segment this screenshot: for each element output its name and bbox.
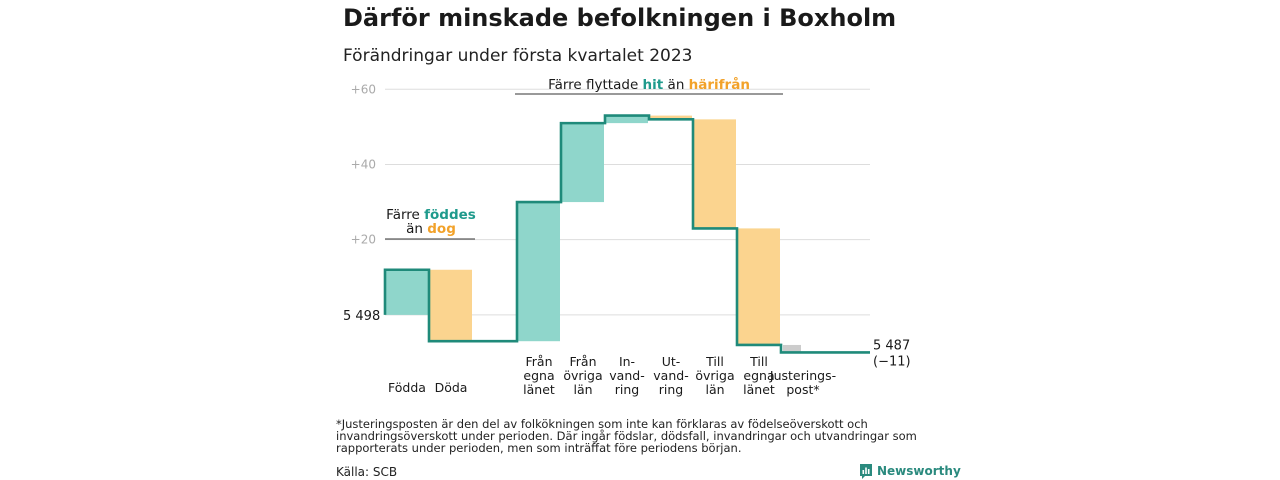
category-label: In- bbox=[619, 354, 635, 369]
chart-title: Därför minskade befolkningen i Boxholm bbox=[343, 4, 897, 32]
chart-subtitle: Förändringar under första kvartalet 2023 bbox=[343, 46, 693, 66]
category-label: Födda bbox=[388, 380, 426, 395]
category-label: egna bbox=[523, 368, 554, 383]
y-tick-label: +20 bbox=[351, 233, 376, 247]
waterfall-bar bbox=[783, 344, 801, 353]
category-label: övriga bbox=[695, 368, 734, 383]
footnote: *Justeringsposten är den del av folkökni… bbox=[336, 417, 917, 455]
waterfall-bar bbox=[606, 115, 648, 124]
bar-chart-icon bbox=[860, 464, 872, 479]
category-label: län bbox=[705, 382, 724, 397]
waterfall-bar bbox=[518, 202, 560, 342]
y-tick-label: +40 bbox=[351, 157, 376, 171]
end-change-label: (−11) bbox=[873, 354, 911, 369]
waterfall-bar bbox=[430, 269, 472, 342]
category-label: vand- bbox=[609, 368, 644, 383]
category-label: län bbox=[573, 382, 592, 397]
category-label: egna bbox=[743, 368, 774, 383]
category-label: post* bbox=[786, 382, 819, 397]
annotation-text: än dog bbox=[406, 221, 456, 237]
category-label: Ut- bbox=[662, 354, 681, 369]
category-label: Från bbox=[569, 354, 596, 369]
annotation-text: Färre föddes bbox=[386, 207, 476, 223]
brand-name: Newsworthy bbox=[877, 464, 961, 478]
category-label: Från bbox=[525, 354, 552, 369]
category-label: ring bbox=[659, 382, 683, 397]
waterfall-bar bbox=[386, 269, 428, 315]
waterfall-bar bbox=[694, 119, 736, 229]
end-value-label: 5 487 bbox=[873, 338, 910, 353]
category-label: vand- bbox=[653, 368, 688, 383]
category-label: Döda bbox=[435, 380, 468, 395]
category-label: ring bbox=[615, 382, 639, 397]
brand-logo: Newsworthy bbox=[859, 463, 961, 479]
start-value-label: 5 498 bbox=[343, 309, 380, 324]
y-tick-label: +60 bbox=[351, 82, 376, 96]
category-label: Till bbox=[705, 354, 724, 369]
category-label: länet bbox=[523, 382, 555, 397]
source-note: Källa: SCB bbox=[336, 465, 398, 479]
category-label: länet bbox=[743, 382, 775, 397]
waterfall-bar bbox=[650, 115, 692, 120]
category-label: Till bbox=[749, 354, 768, 369]
category-label: Justerings- bbox=[769, 368, 836, 383]
waterfall-bar bbox=[738, 228, 780, 345]
cumulative-step-line bbox=[383, 114, 870, 354]
annotation-text: Färre flyttade hit än härifrån bbox=[548, 76, 750, 93]
category-label: övriga bbox=[563, 368, 602, 383]
waterfall-bar bbox=[562, 123, 604, 203]
